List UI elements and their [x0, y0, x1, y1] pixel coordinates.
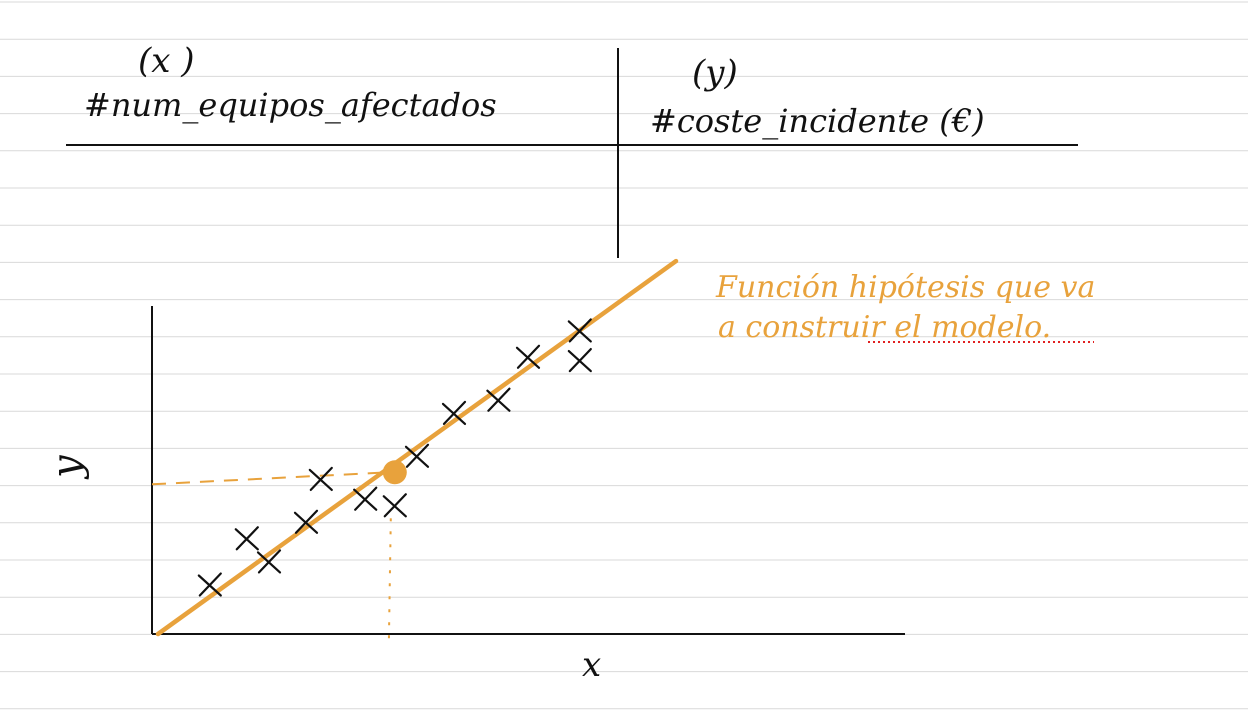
data-point	[382, 493, 407, 518]
data-point	[293, 509, 319, 534]
highlight-point	[382, 460, 407, 485]
data-point	[404, 443, 430, 468]
data-point	[441, 400, 467, 425]
data-points	[197, 318, 592, 597]
y-column-label: #coste_incidente (€)	[650, 102, 985, 140]
data-point	[486, 387, 511, 412]
y-axis-label: y	[44, 454, 90, 480]
data-point	[308, 466, 333, 491]
data-point	[197, 572, 222, 597]
x-column-marker: (x )	[138, 41, 195, 81]
data-point	[567, 348, 592, 373]
annotation-line-2: a construir el modelo.	[718, 310, 1051, 345]
scatter-plot: y x	[44, 258, 905, 685]
x-axis-label: x	[582, 645, 601, 685]
y-column-marker: (y)	[692, 53, 738, 93]
data-point	[353, 486, 378, 511]
data-point	[567, 318, 592, 343]
annotation-line-1: Función hipótesis que va	[715, 270, 1095, 305]
data-point	[234, 526, 259, 551]
data-point	[256, 549, 282, 574]
data-point	[515, 344, 541, 369]
variables-table: (x ) #num_equipos_afectados (y) #coste_i…	[66, 41, 1078, 258]
x-column-label: #num_equipos_afectados	[84, 86, 497, 124]
guide-line-horizontal	[151, 471, 389, 486]
hypothesis-annotation: Función hipótesis que va a construir el …	[715, 270, 1095, 345]
hypothesis-line	[155, 258, 679, 637]
guide-line-vertical	[387, 518, 392, 647]
